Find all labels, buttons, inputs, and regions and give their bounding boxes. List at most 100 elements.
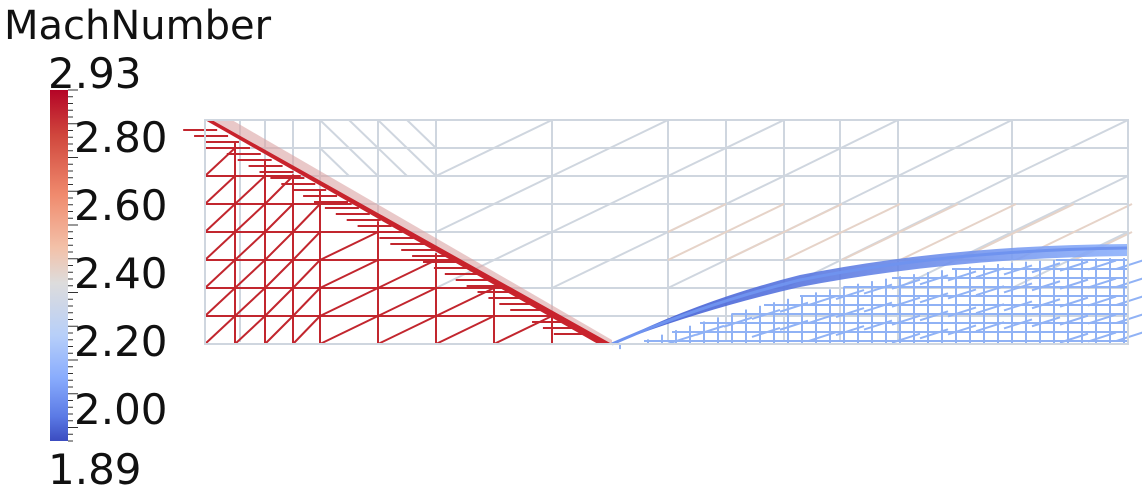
mesh-diagonal [319, 119, 350, 149]
mesh-diagonal [264, 287, 294, 317]
mesh-diagonal [779, 301, 809, 313]
mesh-diagonal [897, 119, 1013, 177]
mesh-diagonal [1031, 298, 1061, 310]
mesh-diagonal [751, 308, 781, 320]
mesh-diagonal [947, 288, 977, 300]
mesh-diagonal [377, 119, 408, 149]
mesh-diagonal [891, 332, 921, 344]
mesh-diagonal [1031, 262, 1061, 274]
mesh-diagonal [919, 274, 949, 286]
mesh-diagonal [1087, 277, 1117, 289]
mesh-diagonal [695, 324, 725, 336]
tick-label-2-00: 2.00 [74, 385, 168, 434]
mesh-diagonal [1115, 259, 1142, 271]
mesh-diagonal [891, 278, 921, 290]
mesh-diagonal [551, 119, 669, 177]
mesh-diagonal [264, 315, 294, 345]
mesh-diagonal [406, 119, 437, 149]
mesh-diagonal [319, 315, 379, 345]
mesh-diagonal [947, 306, 977, 318]
mesh-diagonal [377, 287, 437, 317]
mesh-diagonal [551, 231, 669, 289]
mesh-diagonal [975, 321, 1005, 333]
mesh-diagonal [783, 231, 843, 261]
mesh-diagonal [551, 175, 669, 233]
tick-label-2-40: 2.40 [74, 249, 168, 298]
mesh-diagonal [863, 319, 893, 331]
mesh-diagonal [234, 175, 266, 205]
tick-label-2-20: 2.20 [74, 317, 168, 366]
mesh-diagonal [204, 231, 236, 261]
mesh-diagonal [1003, 300, 1033, 312]
mesh-diagonal [1087, 313, 1117, 325]
legend-min-label: 1.89 [48, 445, 142, 494]
mesh-diagonal [435, 175, 553, 233]
mesh-diagonal [919, 292, 949, 304]
mesh-diagonal [234, 203, 266, 233]
legend-max-label: 2.93 [48, 49, 142, 98]
mesh-diagonal [493, 315, 553, 345]
mesh-diagonal [947, 270, 977, 282]
mesh-diagonal [319, 259, 379, 289]
incident-shock [205, 120, 612, 344]
mesh-diagonal [1059, 332, 1089, 344]
mesh-diagonal [891, 314, 921, 326]
mesh-diagonal [899, 203, 959, 233]
mesh-diagonal [319, 287, 379, 317]
mesh-diagonal [779, 319, 809, 331]
mesh-diagonal [435, 231, 553, 289]
mesh-diagonal [1059, 296, 1089, 308]
mesh-diagonal [807, 331, 837, 343]
mesh-diagonal [1115, 331, 1142, 343]
reflected-shock [612, 244, 1128, 344]
mesh-diagonal [292, 203, 321, 233]
mesh-diagonal [234, 259, 266, 289]
mesh-diagonal [319, 147, 350, 177]
mesh-diagonal [899, 231, 959, 261]
mesh-diagonal [783, 119, 899, 177]
mesh-diagonal [234, 315, 266, 345]
mesh-diagonal [1087, 259, 1117, 271]
mesh-diagonal [1059, 314, 1089, 326]
mesh-diagonal [1059, 260, 1089, 272]
mesh-diagonal [835, 307, 865, 319]
mesh-diagonal [1011, 119, 1129, 177]
mesh-diagonal [292, 287, 321, 317]
mesh-diagonal [919, 310, 949, 322]
mesh-diagonal [667, 231, 727, 261]
mesh-diagonal [204, 287, 236, 317]
mesh-diagonal [264, 175, 294, 205]
mesh-diagonal [751, 326, 781, 338]
mesh-diagonal [863, 283, 893, 295]
mesh-diagonal [1059, 278, 1089, 290]
mesh-diagonal [667, 119, 785, 177]
mesh-diagonal [1015, 203, 1075, 233]
mesh-diagonal [292, 231, 321, 261]
mesh-diagonal [234, 231, 266, 261]
mesh-diagonal [783, 203, 843, 233]
tick-label-2-80: 2.80 [74, 113, 168, 162]
mesh-diagonal [1031, 316, 1061, 328]
tick-label-2-60: 2.60 [74, 181, 168, 230]
mesh-diagonal [667, 203, 727, 233]
mesh-diagonal [1003, 318, 1033, 330]
mesh-diagonal [204, 147, 236, 177]
mesh-diagonal [1003, 282, 1033, 294]
mesh-diagonal [897, 175, 1013, 233]
domain-outline [204, 119, 1129, 345]
mesh-diagonal [204, 259, 236, 289]
mesh-diagonal [348, 119, 379, 149]
mesh-diagonal [264, 259, 294, 289]
mesh-diagonal [1011, 175, 1129, 233]
reflected-shock-core [611, 246, 1129, 346]
mach-number-legend-title: MachNumber [4, 3, 272, 49]
mesh-diagonal [406, 147, 437, 177]
mesh-diagonal [1115, 295, 1142, 307]
mesh-diagonal [667, 333, 697, 345]
mesh-blue-region [619, 258, 1142, 350]
mesh-diagonal [204, 203, 236, 233]
mesh-diagonal [1087, 295, 1117, 307]
mesh-diagonal [975, 285, 1005, 297]
mesh-diagonal [975, 303, 1005, 315]
mesh-diagonal [1003, 264, 1033, 276]
